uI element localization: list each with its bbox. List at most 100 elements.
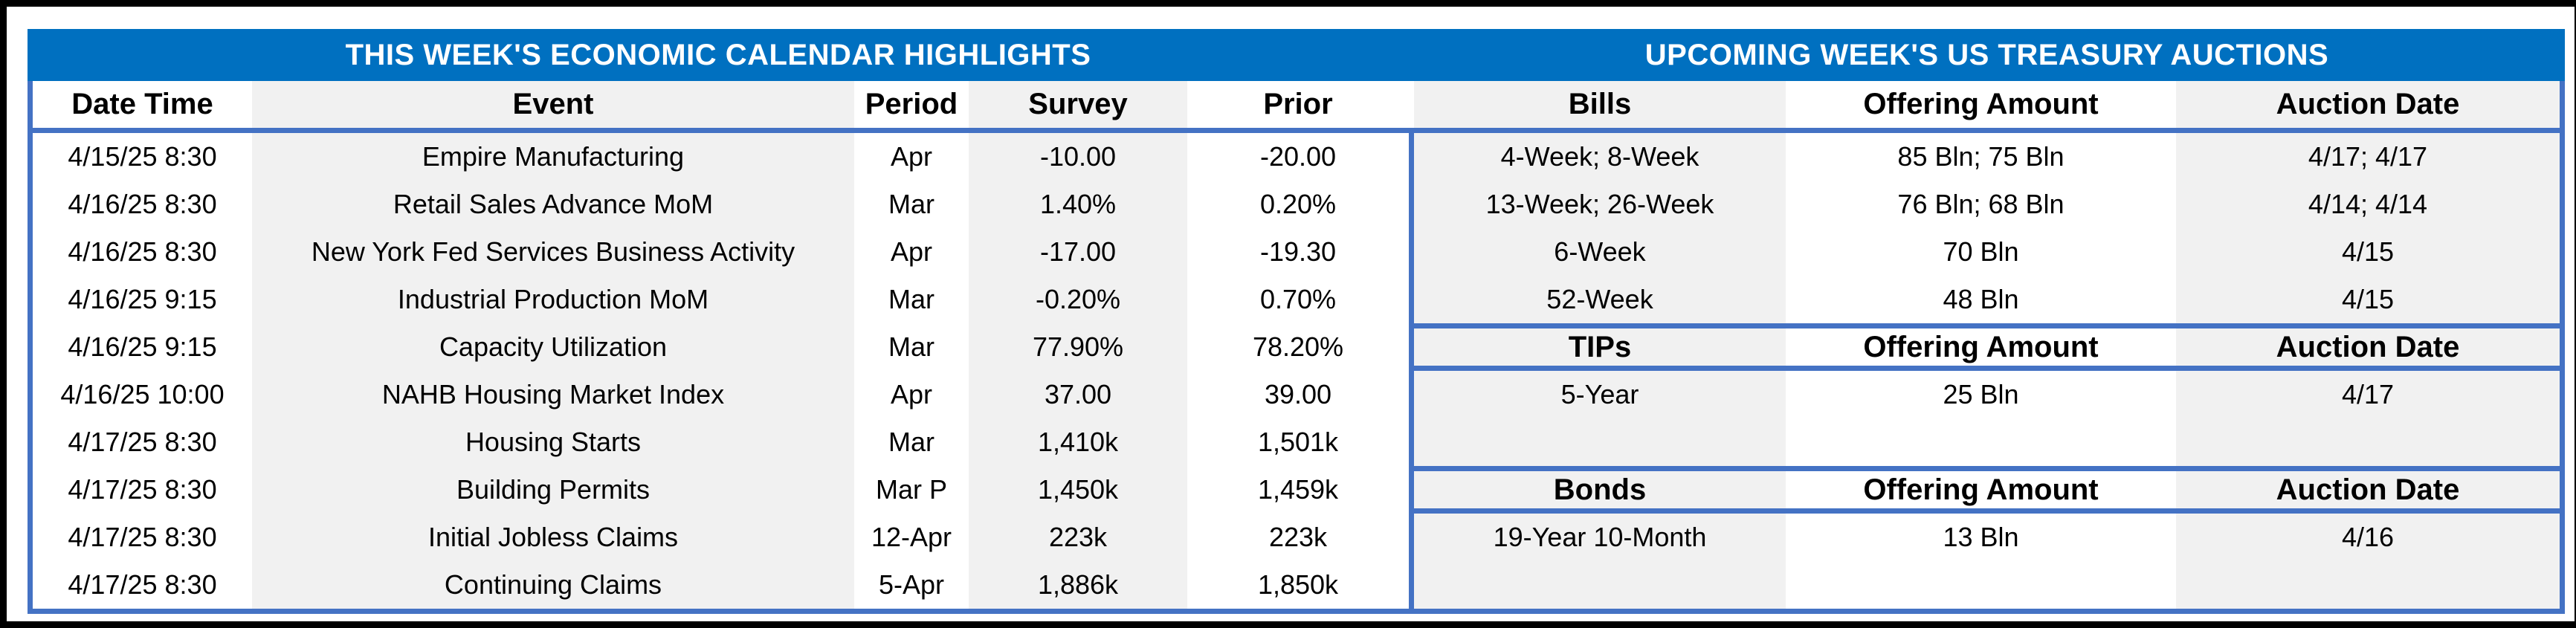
bills-header-row: Bills Offering Amount Auction Date — [1414, 81, 2560, 128]
calendar-cell-event: Empire Manufacturing — [252, 133, 854, 181]
empty-cell — [1414, 561, 1786, 609]
calendar-cell-event: Capacity Utilization — [252, 323, 854, 371]
calendar-cell-event: Building Permits — [252, 466, 854, 514]
calendar-table: 4/15/25 8:30 Empire Manufacturing Apr -1… — [33, 133, 1409, 609]
calendar-header-prior: Prior — [1187, 81, 1409, 128]
calendar-cell-prior: 0.70% — [1187, 276, 1409, 323]
calendar-cell-period: Mar — [854, 418, 969, 466]
bills-cell-amount: 85 Bln; 75 Bln — [1786, 133, 2176, 181]
tips-cell-date: 4/17 — [2176, 371, 2560, 418]
empty-cell — [1786, 561, 2176, 609]
bills-cell-type: 13-Week; 26-Week — [1414, 181, 1786, 228]
calendar-cell-period: Apr — [854, 371, 969, 418]
calendar-title: THIS WEEK'S ECONOMIC CALENDAR HIGHLIGHTS — [345, 38, 1091, 71]
calendar-cell-prior: 1,459k — [1187, 466, 1409, 514]
report-sheet: THIS WEEK'S ECONOMIC CALENDAR HIGHLIGHTS… — [28, 29, 2565, 614]
calendar-cell-date: 4/16/25 10:00 — [33, 371, 252, 418]
empty-cell — [2176, 418, 2560, 466]
calendar-cell-survey: 1.40% — [969, 181, 1187, 228]
bills-cell-amount: 70 Bln — [1786, 228, 2176, 276]
tips-cell-type: 5-Year — [1414, 371, 1786, 418]
calendar-header-survey: Survey — [969, 81, 1187, 128]
bills-cell-date: 4/15 — [2176, 228, 2560, 276]
calendar-cell-period: 12-Apr — [854, 514, 969, 561]
calendar-cell-event: Housing Starts — [252, 418, 854, 466]
calendar-cell-event: Initial Jobless Claims — [252, 514, 854, 561]
tips-header-type: TIPs — [1414, 323, 1786, 371]
calendar-cell-survey: 223k — [969, 514, 1187, 561]
bills-header-date: Auction Date — [2176, 81, 2560, 128]
calendar-cell-date: 4/17/25 8:30 — [33, 466, 252, 514]
empty-cell — [1786, 418, 2176, 466]
table-body: 4/15/25 8:30 Empire Manufacturing Apr -1… — [28, 133, 2565, 614]
bills-cell-type: 52-Week — [1414, 276, 1786, 323]
calendar-cell-date: 4/15/25 8:30 — [33, 133, 252, 181]
calendar-cell-survey: 37.00 — [969, 371, 1187, 418]
bills-cell-type: 6-Week — [1414, 228, 1786, 276]
bills-header-type: Bills — [1414, 81, 1786, 128]
calendar-cell-event: NAHB Housing Market Index — [252, 371, 854, 418]
table-divider-line — [1409, 133, 1414, 609]
empty-cell — [2176, 561, 2560, 609]
calendar-cell-event: Industrial Production MoM — [252, 276, 854, 323]
calendar-cell-date: 4/16/25 9:15 — [33, 276, 252, 323]
calendar-cell-survey: -17.00 — [969, 228, 1187, 276]
calendar-header-date: Date Time — [33, 81, 252, 128]
calendar-cell-prior: 0.20% — [1187, 181, 1409, 228]
calendar-cell-survey: 1,450k — [969, 466, 1187, 514]
auctions-table: 4-Week; 8-Week 85 Bln; 75 Bln 4/17; 4/17… — [1414, 133, 2560, 609]
bonds-header-type: Bonds — [1414, 466, 1786, 514]
calendar-cell-period: Mar — [854, 323, 969, 371]
bills-cell-type: 4-Week; 8-Week — [1414, 133, 1786, 181]
calendar-cell-event: Retail Sales Advance MoM — [252, 181, 854, 228]
bonds-cell-type: 19-Year 10-Month — [1414, 514, 1786, 561]
bonds-header-date: Auction Date — [2176, 466, 2560, 514]
calendar-cell-date: 4/16/25 8:30 — [33, 181, 252, 228]
calendar-cell-prior: 1,850k — [1187, 561, 1409, 609]
column-header-row: Date Time Event Period Survey Prior Bill… — [28, 81, 2565, 128]
calendar-cell-period: Mar — [854, 181, 969, 228]
bills-header-amount: Offering Amount — [1786, 81, 2176, 128]
calendar-cell-date: 4/17/25 8:30 — [33, 514, 252, 561]
calendar-cell-period: 5-Apr — [854, 561, 969, 609]
calendar-cell-survey: 1,886k — [969, 561, 1187, 609]
bonds-cell-amount: 13 Bln — [1786, 514, 2176, 561]
calendar-cell-survey: -0.20% — [969, 276, 1187, 323]
calendar-cell-date: 4/16/25 8:30 — [33, 228, 252, 276]
calendar-header-period: Period — [854, 81, 969, 128]
table-gap — [1409, 81, 1414, 128]
calendar-cell-date: 4/17/25 8:30 — [33, 418, 252, 466]
calendar-cell-period: Mar P — [854, 466, 969, 514]
calendar-cell-prior: -19.30 — [1187, 228, 1409, 276]
tips-header-amount: Offering Amount — [1786, 323, 2176, 371]
calendar-header-row: Date Time Event Period Survey Prior — [33, 81, 1409, 128]
calendar-cell-event: New York Fed Services Business Activity — [252, 228, 854, 276]
tips-cell-amount: 25 Bln — [1786, 371, 2176, 418]
calendar-cell-event: Continuing Claims — [252, 561, 854, 609]
calendar-cell-prior: 78.20% — [1187, 323, 1409, 371]
calendar-cell-survey: 77.90% — [969, 323, 1187, 371]
header-divider-line — [28, 128, 2565, 133]
auctions-title: UPCOMING WEEK'S US TREASURY AUCTIONS — [1644, 38, 2329, 71]
empty-cell — [1414, 418, 1786, 466]
title-band: THIS WEEK'S ECONOMIC CALENDAR HIGHLIGHTS… — [28, 29, 2565, 81]
bonds-cell-date: 4/16 — [2176, 514, 2560, 561]
calendar-cell-date: 4/17/25 8:30 — [33, 561, 252, 609]
bills-cell-amount: 76 Bln; 68 Bln — [1786, 181, 2176, 228]
calendar-cell-period: Apr — [854, 133, 969, 181]
calendar-cell-date: 4/16/25 9:15 — [33, 323, 252, 371]
bills-cell-date: 4/14; 4/14 — [2176, 181, 2560, 228]
bills-cell-date: 4/15 — [2176, 276, 2560, 323]
calendar-header-event: Event — [252, 81, 854, 128]
calendar-cell-survey: -10.00 — [969, 133, 1187, 181]
calendar-cell-prior: 39.00 — [1187, 371, 1409, 418]
calendar-cell-period: Mar — [854, 276, 969, 323]
bonds-header-amount: Offering Amount — [1786, 466, 2176, 514]
calendar-cell-prior: -20.00 — [1187, 133, 1409, 181]
bills-cell-amount: 48 Bln — [1786, 276, 2176, 323]
calendar-cell-prior: 1,501k — [1187, 418, 1409, 466]
tips-header-date: Auction Date — [2176, 323, 2560, 371]
bills-cell-date: 4/17; 4/17 — [2176, 133, 2560, 181]
calendar-cell-prior: 223k — [1187, 514, 1409, 561]
